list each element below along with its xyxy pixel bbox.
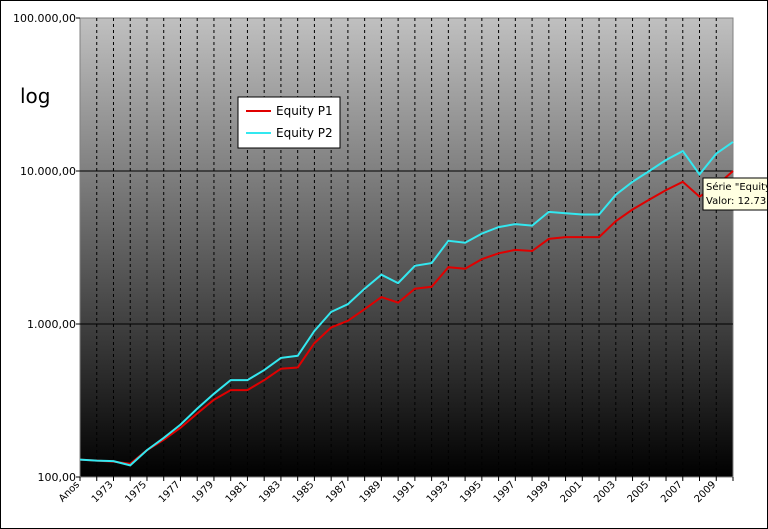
y-tick-label: 100.000,00 xyxy=(13,12,76,25)
y-tick-label: 1.000,00 xyxy=(27,318,76,331)
tooltip-line: Série "Equity xyxy=(706,181,768,193)
legend-label: Equity P1 xyxy=(276,104,333,118)
plot-area xyxy=(79,17,734,478)
tooltip xyxy=(702,177,767,211)
tooltip-line: Valor: 12.731 xyxy=(706,196,768,207)
y-tick-label: 100,00 xyxy=(38,471,77,484)
series-line xyxy=(79,141,734,467)
legend-label: Equity P2 xyxy=(276,126,333,140)
y-axis-label: log xyxy=(20,84,51,108)
y-tick-label: 10.000,00 xyxy=(20,165,76,178)
legend-box xyxy=(237,96,341,149)
series-line xyxy=(79,170,734,465)
